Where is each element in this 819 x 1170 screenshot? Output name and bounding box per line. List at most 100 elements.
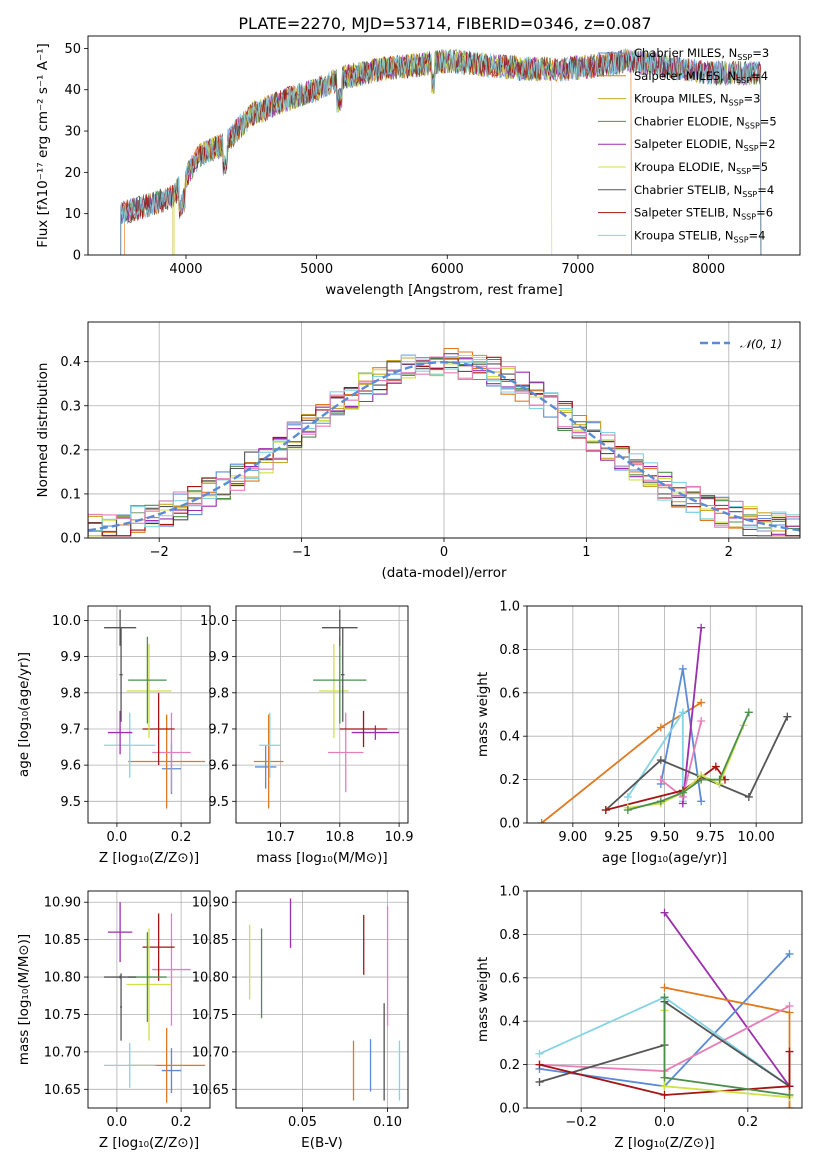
legend: 𝒩(0, 1) <box>700 337 782 351</box>
weight-line <box>627 709 684 802</box>
legend-label: 𝒩(0, 1) <box>740 337 782 351</box>
legend-label: Salpeter STELIB, NSSP=6 <box>634 206 773 222</box>
x-tick-label: 0 <box>440 545 448 560</box>
weight-point <box>697 717 706 726</box>
weight-line <box>605 716 789 811</box>
legend-label: Chabrier MILES, NSSP=3 <box>634 46 769 62</box>
y-tick-label: 30 <box>64 125 81 140</box>
x-tick-label: 7000 <box>561 262 594 277</box>
x-tick-label: 1 <box>582 545 590 560</box>
y-tick-label: 0.4 <box>499 1015 520 1030</box>
y-tick-label: 0.2 <box>499 1058 520 1073</box>
x-tick-label: 9.25 <box>604 830 633 845</box>
weight-point <box>601 805 610 814</box>
y-tick-label: 10.80 <box>44 971 81 986</box>
weight-point <box>656 756 665 765</box>
spectrum-line <box>120 48 762 255</box>
y-tick-label: 10.65 <box>192 1083 229 1098</box>
x-axis-label: (data-model)/error <box>381 565 507 581</box>
y-tick-label: 10.0 <box>200 614 229 629</box>
weight-point <box>623 805 632 814</box>
legend-label: Kroupa STELIB, NSSP=4 <box>634 228 765 244</box>
data-marks <box>537 623 792 823</box>
weight-point <box>744 708 753 717</box>
x-tick-label: 0.0 <box>107 830 128 845</box>
weight-line <box>681 627 703 804</box>
weight-point <box>660 993 669 1002</box>
axes-frame <box>235 605 409 824</box>
y-tick-label: 9.5 <box>60 795 81 810</box>
x-axis-label: E(B-V) <box>301 1135 343 1151</box>
weight-line <box>605 765 726 811</box>
y-axis-label: Flux [fλ10⁻¹⁷ erg cm⁻² s⁻¹ A⁻¹] <box>35 43 51 248</box>
y-tick-label: 0.1 <box>60 487 81 502</box>
legend-label: Chabrier STELIB, NSSP=4 <box>634 183 774 199</box>
weight-line <box>539 1051 791 1096</box>
y-tick-label: 0.6 <box>499 971 520 986</box>
weight-point <box>785 1090 794 1099</box>
x-tick-label: −1 <box>292 545 311 560</box>
y-tick-label: 10.65 <box>44 1083 81 1098</box>
axes-frame <box>87 890 211 1109</box>
y-tick-label: 10.85 <box>44 933 81 948</box>
figure-title: PLATE=2270, MJD=53714, FIBERID=0346, z=0… <box>238 14 651 33</box>
x-tick-label: 5000 <box>300 262 333 277</box>
x-axis-label: age [log₁₀(age/yr)] <box>602 850 727 866</box>
mass-vs-ebv-panel: 0.05 0.10 10.65 10.70 10.75 10.80 10.85 10.90 E(… <box>192 890 409 1151</box>
data-marks <box>535 908 794 1108</box>
weight-point <box>697 623 706 632</box>
weight-point <box>678 708 687 717</box>
axes: 0.0 0.2 10.65 10.70 10.75 10.80 10.85 10.90 <box>44 896 192 1130</box>
y-axis-label: mass weight <box>475 672 491 757</box>
weight-line <box>663 1010 790 1099</box>
weight-point <box>785 1104 794 1108</box>
y-tick-label: 0.2 <box>499 773 520 788</box>
weight-point <box>785 1002 794 1011</box>
x-axis-label: Z [log₁₀(Z/Z⊙)] <box>99 1135 199 1151</box>
x-tick-label: −0.2 <box>565 1115 597 1130</box>
spectrum-panel: 4000 5000 6000 7000 8000 0 10 20 30 40 50 Chabrier … <box>35 35 801 298</box>
weight-point <box>656 797 665 806</box>
y-tick-label: 9.9 <box>208 650 229 665</box>
weight-point <box>678 664 687 673</box>
y-tick-label: 0.2 <box>60 443 81 458</box>
y-tick-label: 0.4 <box>499 730 520 745</box>
x-tick-label: 0.0 <box>654 1115 675 1130</box>
weight-point <box>785 1047 794 1056</box>
plot-area <box>527 605 802 824</box>
weight-point <box>537 819 546 823</box>
y-tick-label: 10.70 <box>44 1045 81 1060</box>
x-tick-label: 0.0 <box>107 1115 128 1130</box>
y-tick-label: 10.0 <box>52 614 81 629</box>
y-tick-label: 9.7 <box>208 722 229 737</box>
x-tick-label: 2 <box>725 545 733 560</box>
weight-point <box>660 908 669 917</box>
legend: Chabrier MILES, NSSP=3 Salpeter MILES, NS… <box>598 46 777 244</box>
x-tick-label: 8000 <box>692 262 725 277</box>
x-tick-label: 4000 <box>169 262 202 277</box>
x-tick-label: 0.2 <box>171 830 192 845</box>
x-tick-label: 9.75 <box>696 830 725 845</box>
y-tick-label: 0.0 <box>60 532 81 547</box>
legend-label: Salpeter MILES, NSSP=4 <box>634 69 768 85</box>
y-tick-label: 10.90 <box>192 896 229 911</box>
legend-label: Kroupa MILES, NSSP=3 <box>634 92 760 108</box>
y-tick-label: 10 <box>64 207 81 222</box>
data-marks <box>104 609 206 809</box>
weight-point <box>660 1082 669 1091</box>
weight-point <box>623 792 632 801</box>
axes: 0.05 0.10 10.65 10.70 10.75 10.80 10.85 10.90 <box>192 896 402 1130</box>
y-tick-label: 9.9 <box>60 650 81 665</box>
axes-frame <box>87 605 211 824</box>
weight-point <box>535 1060 544 1069</box>
y-tick-label: 0 <box>73 249 81 264</box>
age-vs-metallicity-panel: 0.0 0.2 9.5 9.6 9.7 9.8 9.9 10.0 Z [log₁₀(Z/Z⊙)]… <box>16 605 211 866</box>
x-tick-label: 9.00 <box>558 830 587 845</box>
y-tick-label: 10.70 <box>192 1045 229 1060</box>
y-axis-label: mass [log₁₀(M/M⊙)] <box>16 934 32 1065</box>
plot-area <box>88 606 210 823</box>
y-axis-label: Normed distribution <box>35 363 51 498</box>
gaussian-curve <box>88 360 800 532</box>
axes-frame <box>526 605 803 824</box>
